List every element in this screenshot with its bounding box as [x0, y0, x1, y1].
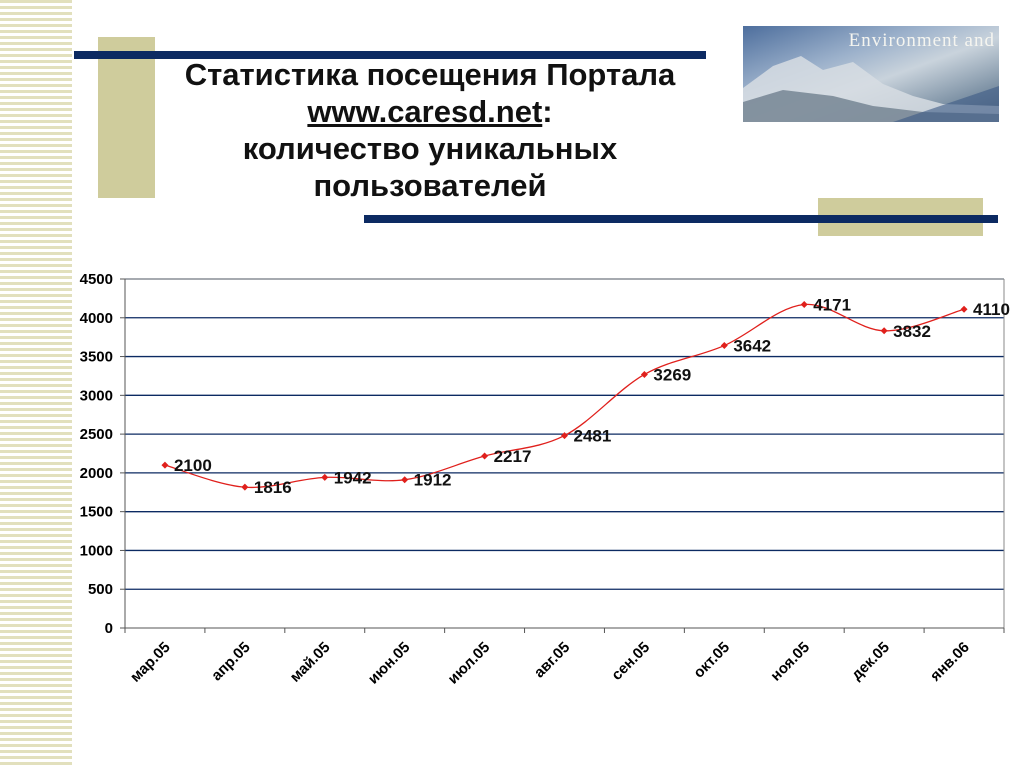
- y-tick-label: 0: [105, 620, 113, 637]
- decorative-block-left: [98, 37, 155, 198]
- data-point-marker: [880, 327, 888, 335]
- title-line-3: количество уникальных: [242, 131, 618, 166]
- data-point-label: 3269: [653, 365, 691, 384]
- x-tick-label: июн.05: [365, 639, 414, 688]
- data-point-label: 1912: [414, 471, 452, 490]
- x-tick-label: апр.05: [208, 639, 254, 685]
- y-axis-ticks: 0 500 1000 1500 2000 2500 3000 3500 4000 4500: [80, 271, 113, 637]
- mountain-illustration: [743, 56, 999, 122]
- slide-title: Статистика посещения Портала www.caresd.…: [95, 56, 765, 204]
- data-point-label: 2481: [574, 427, 612, 446]
- data-point-marker: [640, 370, 648, 378]
- data-markers: [161, 301, 968, 491]
- y-tick-label: 3000: [80, 387, 113, 404]
- data-point-label: 2217: [494, 447, 532, 466]
- y-tick-label: 1000: [80, 542, 113, 559]
- y-tick-label: 4000: [80, 310, 113, 327]
- data-point-marker: [401, 476, 409, 484]
- data-labels: 2100 1816 1942 1912 2217 2481 3269 3642 4171 3832…: [174, 296, 1010, 498]
- x-tick-label: мар.05: [127, 639, 174, 686]
- data-point-label: 2100: [174, 456, 212, 475]
- accent-bar-bottom: [364, 215, 998, 223]
- striped-sidebar-decoration: [0, 0, 72, 768]
- data-point-marker: [321, 473, 329, 481]
- x-tick-label: янв.06: [927, 639, 973, 685]
- data-point-label: 4110: [973, 300, 1010, 319]
- data-point-marker: [800, 301, 808, 309]
- axes: [120, 278, 1005, 633]
- y-tick-label: 1500: [80, 504, 113, 521]
- x-axis-ticks: мар.05 апр.05 май.05 июн.05 июл.05 авг.05 сен.…: [127, 639, 973, 688]
- x-tick-label: сен.05: [608, 639, 653, 684]
- data-point-label: 4171: [813, 296, 851, 315]
- environment-banner-image: Environment and: [743, 26, 999, 122]
- y-tick-label: 500: [88, 581, 113, 598]
- title-line-2: www.caresd.net:: [95, 93, 765, 130]
- banner-text: Environment and: [848, 30, 995, 51]
- x-tick-label: окт.05: [690, 639, 733, 682]
- data-point-marker: [960, 305, 968, 313]
- data-point-marker: [561, 432, 568, 440]
- x-tick-label: май.05: [287, 639, 334, 686]
- data-point-label: 1816: [254, 478, 292, 497]
- data-point-marker: [161, 461, 169, 469]
- title-line-4: пользователей: [313, 168, 547, 203]
- data-point-label: 3832: [893, 322, 931, 341]
- x-tick-label: ноя.05: [767, 639, 813, 685]
- y-tick-label: 2500: [80, 426, 113, 443]
- data-point-label: 1942: [334, 468, 372, 487]
- data-point-marker: [720, 342, 728, 350]
- x-tick-label: авг.05: [531, 639, 574, 682]
- title-colon: :: [542, 94, 553, 129]
- portal-link[interactable]: www.caresd.net: [307, 94, 543, 129]
- accent-bar-top: [74, 51, 706, 59]
- data-point-marker: [481, 452, 489, 460]
- y-tick-label: 2000: [80, 465, 113, 482]
- data-point-label: 3642: [733, 337, 771, 356]
- y-tick-label: 3500: [80, 349, 113, 366]
- title-line-1: Статистика посещения Портала: [184, 57, 676, 92]
- y-tick-label: 4500: [80, 271, 113, 288]
- data-point-marker: [241, 483, 249, 491]
- x-tick-label: дек.05: [848, 639, 893, 684]
- x-tick-label: июл.05: [445, 639, 494, 688]
